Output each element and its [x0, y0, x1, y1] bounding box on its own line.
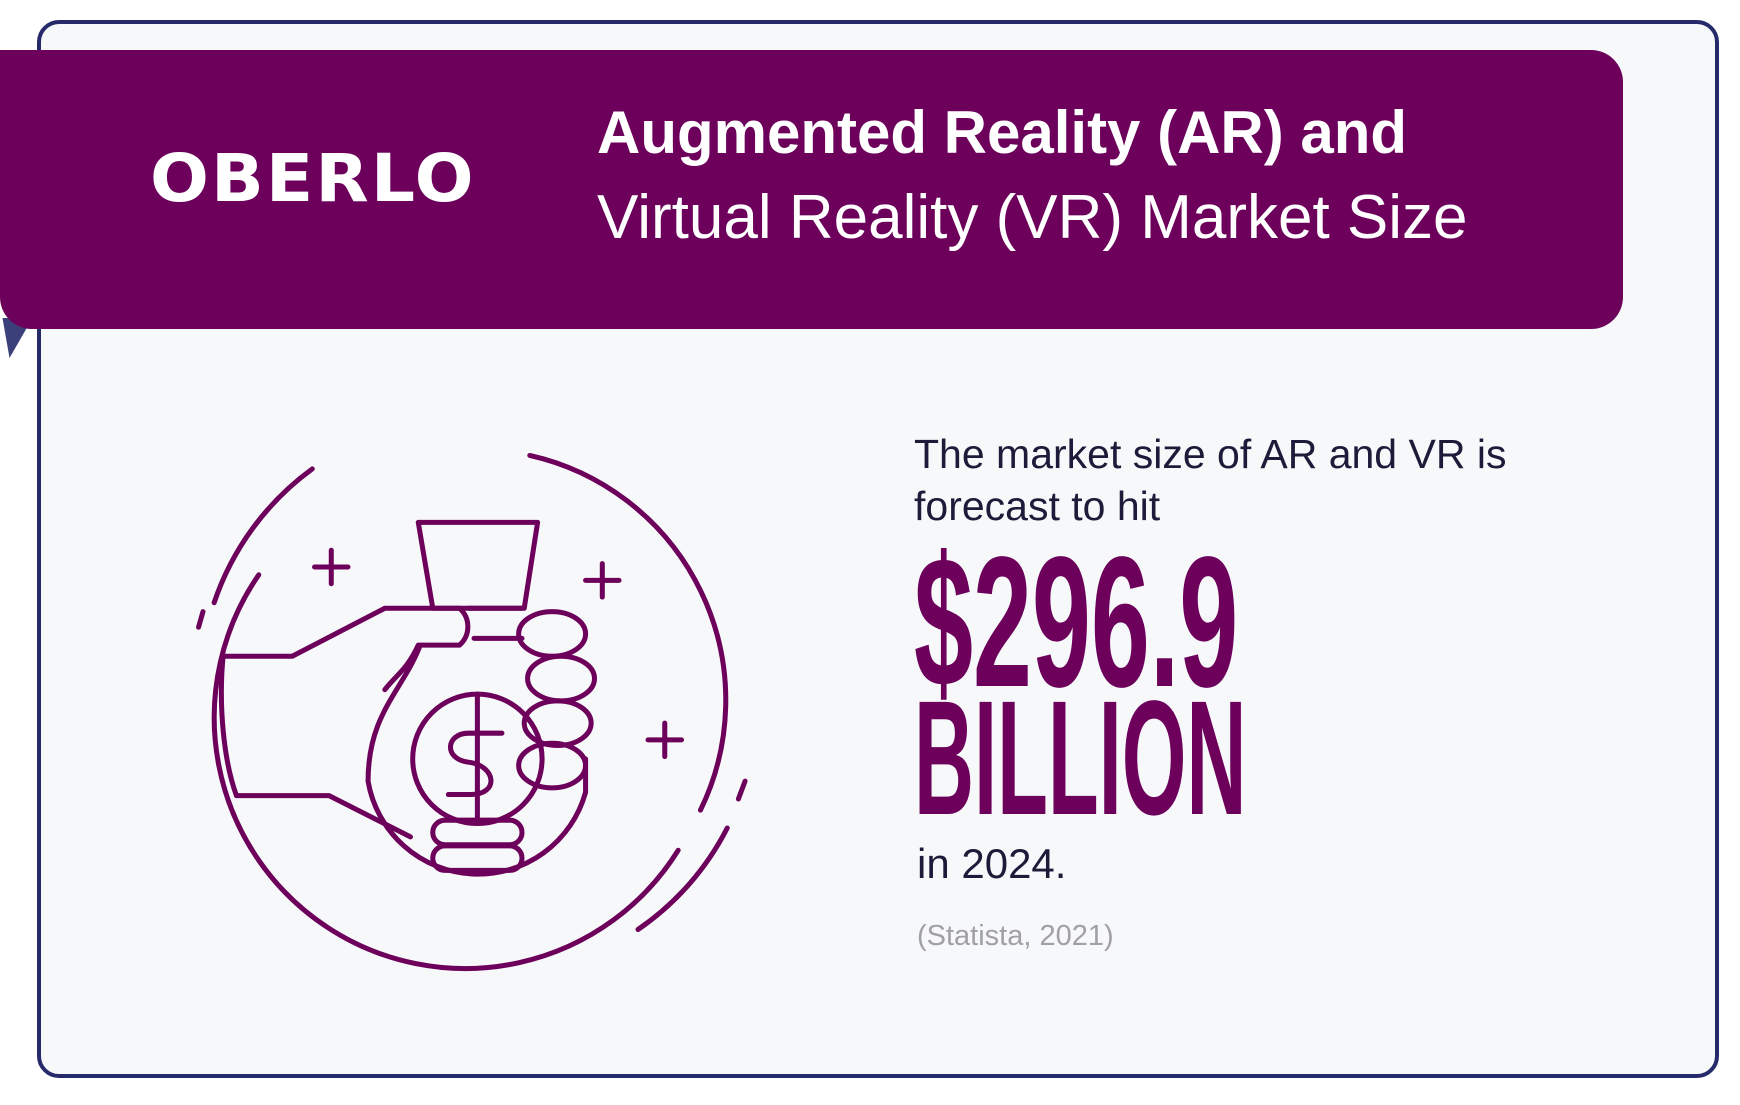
source-citation: (Statista, 2021) [917, 920, 1114, 952]
stat-unit: BILLION [914, 666, 1247, 849]
stat-year: in 2024. [917, 840, 1067, 887]
title-line-1: Augmented Reality (AR) and [597, 99, 1408, 166]
stat-lead-text: The market size of AR and VR is forecast… [914, 431, 1507, 529]
header-banner [0, 50, 1623, 329]
oberlo-logo: OBERLO [150, 140, 476, 217]
stat-value: $296.9 [914, 519, 1239, 726]
title-line-2: Virtual Reality (VR) Market Size [597, 183, 1468, 252]
